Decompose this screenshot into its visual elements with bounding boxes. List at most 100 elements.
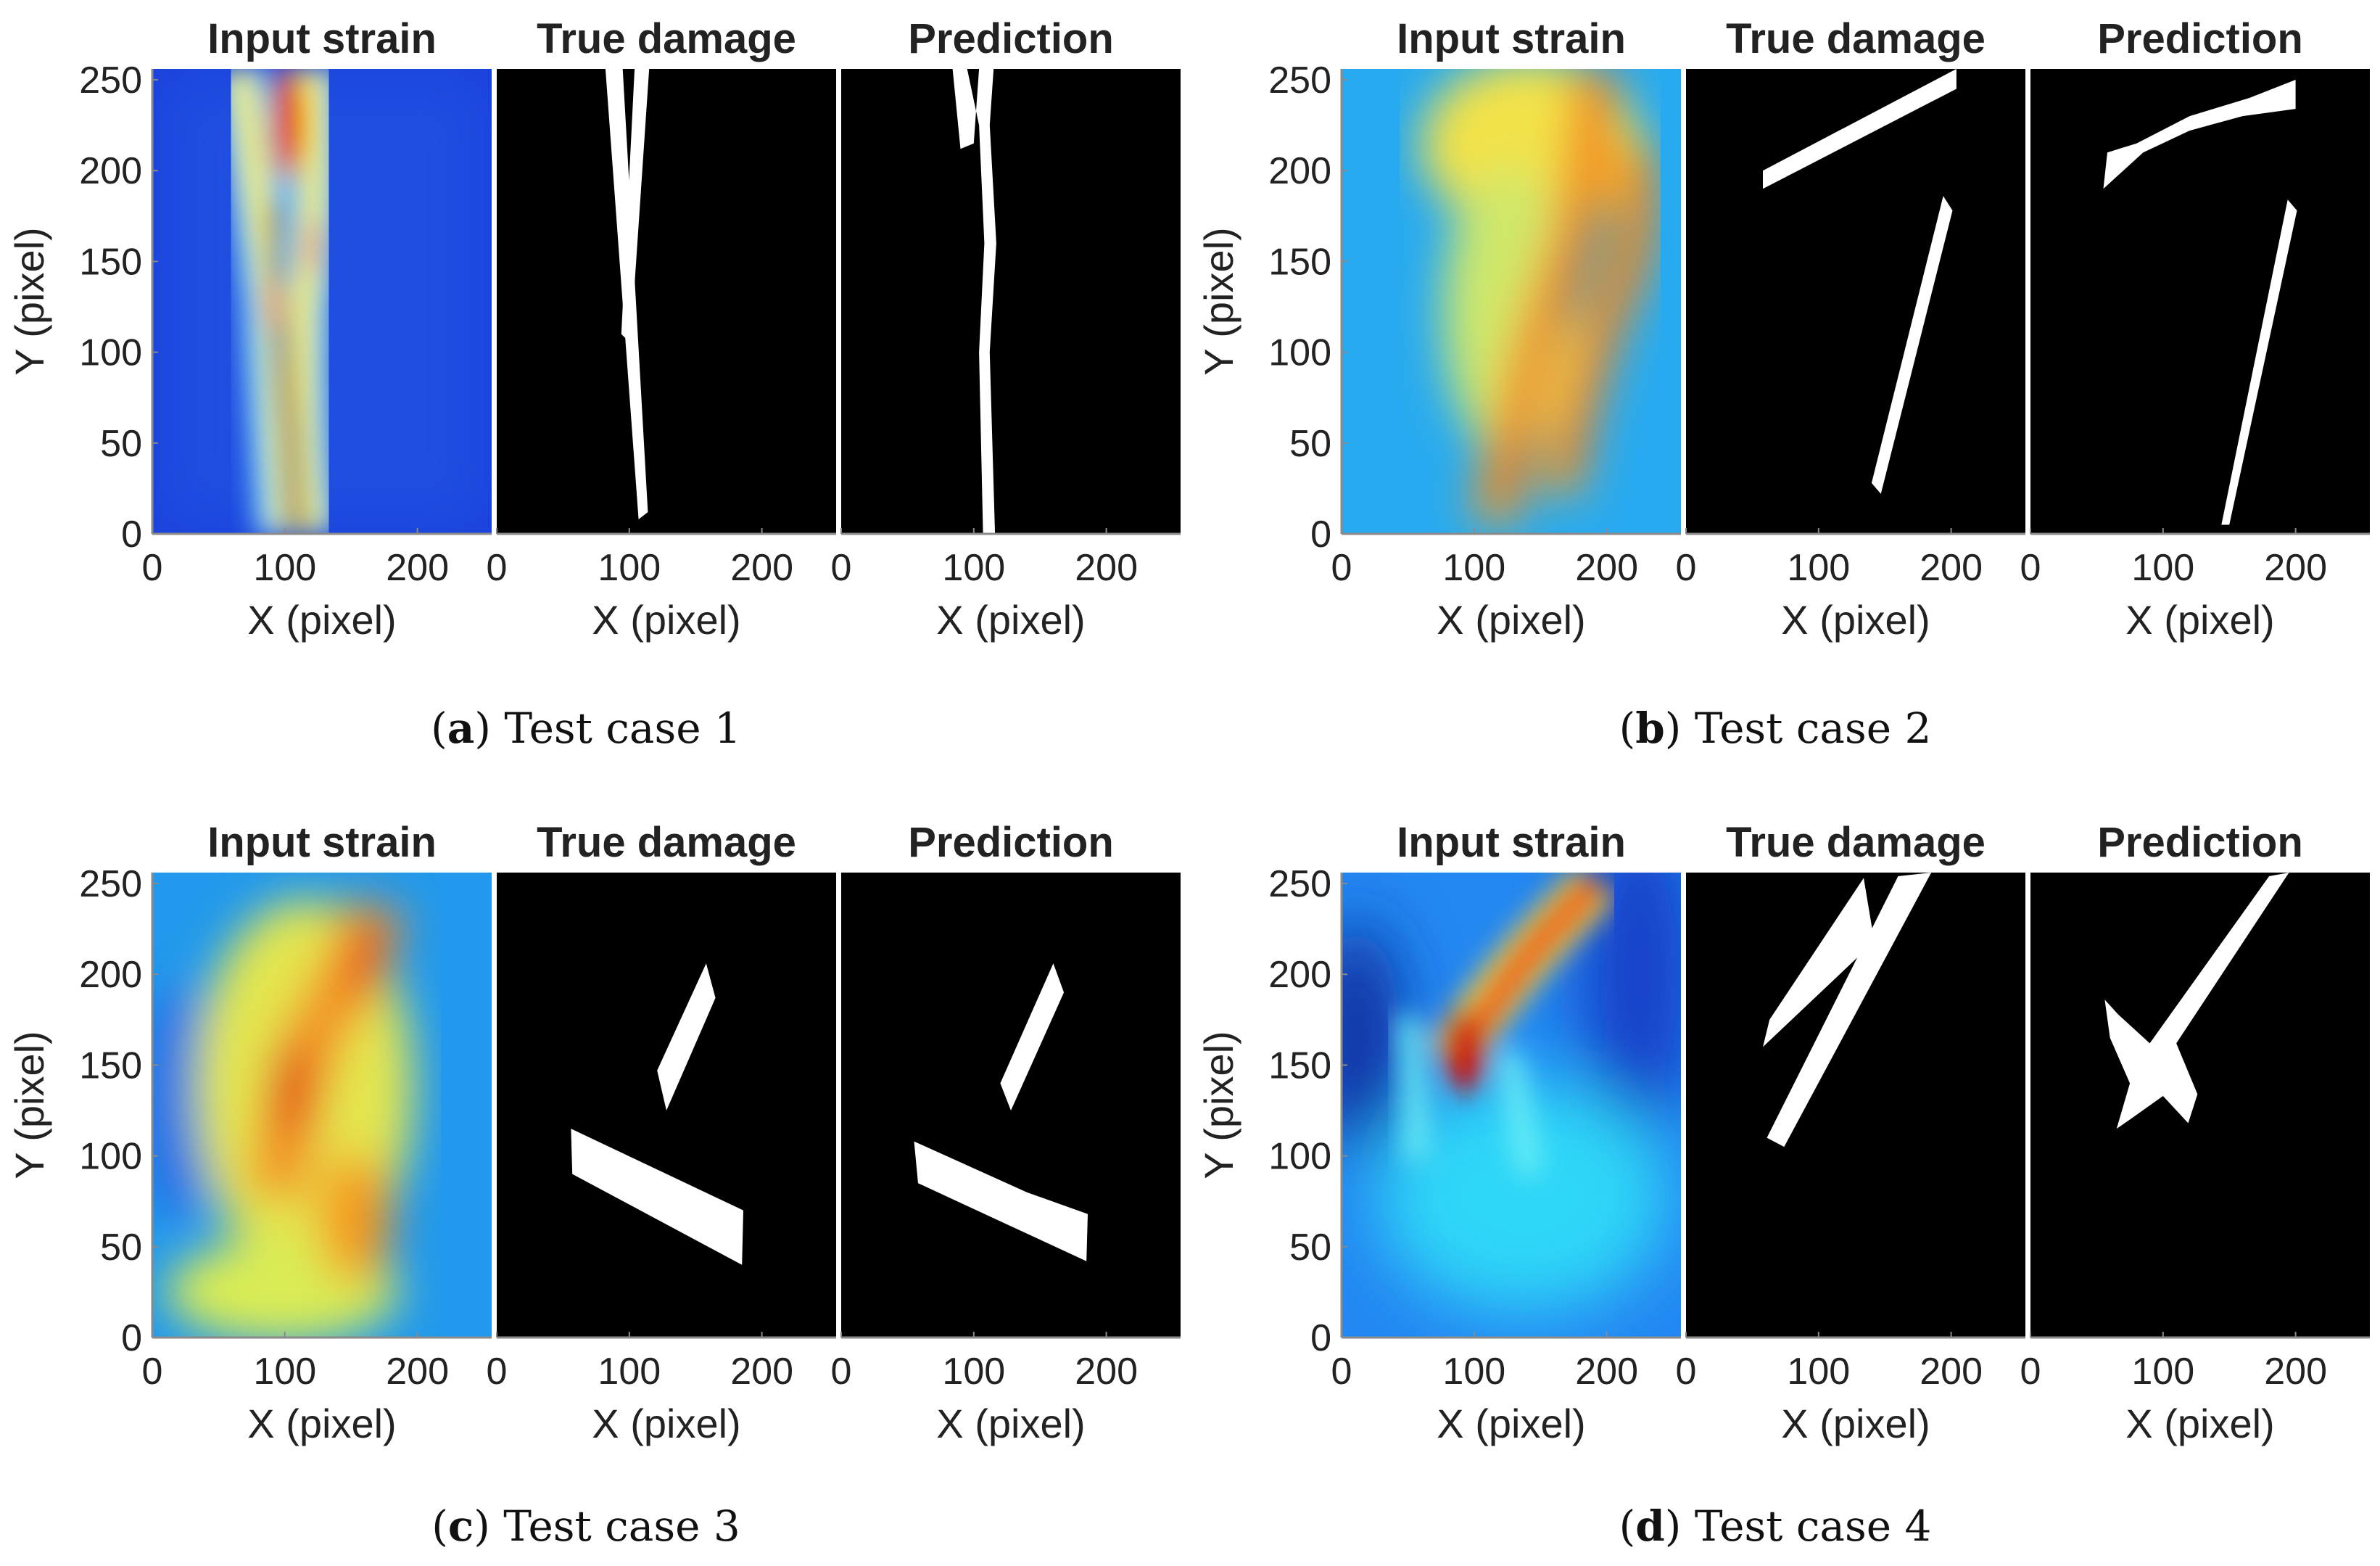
y-tick-label: 100 — [79, 1136, 142, 1178]
damage-region-2 — [1871, 196, 1953, 494]
x-axis-label: X (pixel) — [1781, 1401, 1930, 1446]
damage-region-1 — [1763, 878, 1875, 1047]
x-tick-label: 100 — [253, 1351, 316, 1393]
x-tick-label: 100 — [1787, 547, 1850, 589]
y-tick-label: 150 — [1268, 1044, 1331, 1087]
x-tick-label: 0 — [2020, 547, 2041, 589]
y-axis-label: Y (pixel) — [7, 1031, 52, 1179]
heatmap-case-2 — [1342, 69, 1681, 534]
y-tick-label: 250 — [79, 59, 142, 102]
prediction-mask-case-4 — [2030, 873, 2370, 1338]
panel-title: Prediction — [908, 15, 1114, 62]
x-tick-label: 100 — [253, 547, 316, 589]
x-axis-label: X (pixel) — [592, 597, 740, 643]
panel-title: Prediction — [2097, 819, 2303, 866]
damage-region-1 — [657, 963, 716, 1110]
damage-region-1 — [2104, 873, 2289, 1129]
x-tick-label: 200 — [2264, 1351, 2327, 1393]
x-tick-label: 200 — [730, 547, 793, 589]
y-tick-label: 250 — [1268, 863, 1331, 905]
panel-title: Input strain — [1397, 819, 1626, 866]
x-tick-label: 100 — [1442, 1351, 1505, 1393]
y-tick-label: 150 — [79, 1044, 142, 1087]
y-tick-label: 200 — [1268, 150, 1331, 192]
subfigure-caption-a: (a) Test case 1 — [431, 704, 741, 753]
x-tick-label: 200 — [1575, 1351, 1638, 1393]
true-damage-mask-case-2 — [1686, 69, 2025, 534]
y-tick-label: 50 — [100, 423, 142, 465]
y-axis-label: Y (pixel) — [1196, 1031, 1241, 1179]
x-tick-label: 100 — [942, 1351, 1005, 1393]
prediction-mask-case-2 — [2030, 69, 2370, 534]
x-axis-label: X (pixel) — [2125, 1401, 2274, 1446]
y-tick-label: 150 — [79, 241, 142, 283]
x-tick-label: 100 — [2131, 547, 2194, 589]
panel-title: True damage — [1726, 15, 1986, 62]
x-axis-label: X (pixel) — [2125, 597, 2274, 643]
heatmap-case-4 — [1342, 873, 1681, 1338]
x-tick-label: 100 — [2131, 1351, 2194, 1393]
x-tick-label: 0 — [1331, 1351, 1352, 1393]
damage-region-1 — [952, 69, 996, 534]
prediction-mask-case-3 — [841, 873, 1181, 1338]
panel-title: True damage — [1726, 819, 1986, 866]
y-axis-label: Y (pixel) — [7, 227, 52, 375]
y-tick-label: 0 — [1310, 514, 1331, 556]
y-tick-label: 50 — [100, 1227, 142, 1269]
true-damage-mask-case-3 — [497, 873, 836, 1338]
damage-region-2 — [571, 1129, 743, 1265]
panel-title: Input strain — [207, 819, 437, 866]
x-tick-label: 0 — [142, 547, 163, 589]
x-tick-label: 100 — [598, 547, 661, 589]
y-tick-label: 100 — [79, 332, 142, 374]
panel-title: True damage — [537, 819, 796, 866]
y-tick-label: 200 — [79, 150, 142, 192]
x-tick-label: 200 — [386, 547, 449, 589]
x-tick-label: 200 — [386, 1351, 449, 1393]
y-tick-label: 0 — [121, 1317, 142, 1359]
dynamic-layer: Input strain 0 100 200 X (pixel) True damage 0… — [7, 15, 2370, 1446]
y-tick-label: 50 — [1289, 1227, 1331, 1269]
x-tick-label: 200 — [2264, 547, 2327, 589]
x-tick-label: 0 — [831, 547, 852, 589]
x-tick-label: 0 — [487, 547, 508, 589]
x-tick-label: 200 — [1920, 547, 1983, 589]
x-axis-label: X (pixel) — [247, 1401, 396, 1446]
x-tick-label: 0 — [2020, 1351, 2041, 1393]
panel-title: Prediction — [2097, 15, 2303, 62]
damage-region-2 — [621, 69, 650, 344]
x-axis-label: X (pixel) — [1437, 1401, 1585, 1446]
true-damage-mask-case-1 — [497, 69, 836, 534]
x-axis-label: X (pixel) — [936, 1401, 1085, 1446]
y-tick-label: 0 — [121, 514, 142, 556]
damage-region-1 — [1000, 963, 1065, 1110]
x-tick-label: 0 — [1676, 547, 1697, 589]
x-tick-label: 0 — [831, 1351, 852, 1393]
x-tick-label: 200 — [730, 1351, 793, 1393]
heatmap-case-3 — [152, 873, 492, 1338]
x-tick-label: 200 — [1075, 1351, 1138, 1393]
x-tick-label: 100 — [1787, 1351, 1850, 1393]
damage-region-2 — [914, 1141, 1088, 1261]
y-tick-label: 100 — [1268, 332, 1331, 374]
x-tick-label: 200 — [1075, 547, 1138, 589]
panel-title: Prediction — [908, 819, 1114, 866]
damage-region-1 — [1763, 69, 1957, 189]
subfigure-caption-b: (b) Test case 2 — [1619, 704, 1932, 753]
x-tick-label: 0 — [487, 1351, 508, 1393]
y-tick-label: 150 — [1268, 241, 1331, 283]
x-tick-label: 200 — [1920, 1351, 1983, 1393]
damage-region-1 — [2103, 80, 2296, 189]
damage-region-2 — [1767, 873, 1932, 1147]
x-tick-label: 0 — [142, 1351, 163, 1393]
y-axis-label: Y (pixel) — [1196, 227, 1241, 375]
damage-region-2 — [2221, 199, 2297, 525]
panel-title: Input strain — [1397, 15, 1626, 62]
x-axis-label: X (pixel) — [1437, 597, 1585, 643]
x-tick-label: 100 — [942, 547, 1005, 589]
subfigure-caption-c: (c) Test case 3 — [431, 1501, 740, 1551]
x-axis-label: X (pixel) — [247, 597, 396, 643]
y-tick-label: 200 — [79, 954, 142, 996]
x-tick-label: 0 — [1676, 1351, 1697, 1393]
